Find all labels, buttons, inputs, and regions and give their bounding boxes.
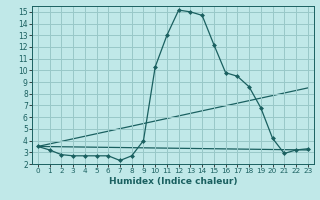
X-axis label: Humidex (Indice chaleur): Humidex (Indice chaleur) <box>108 177 237 186</box>
